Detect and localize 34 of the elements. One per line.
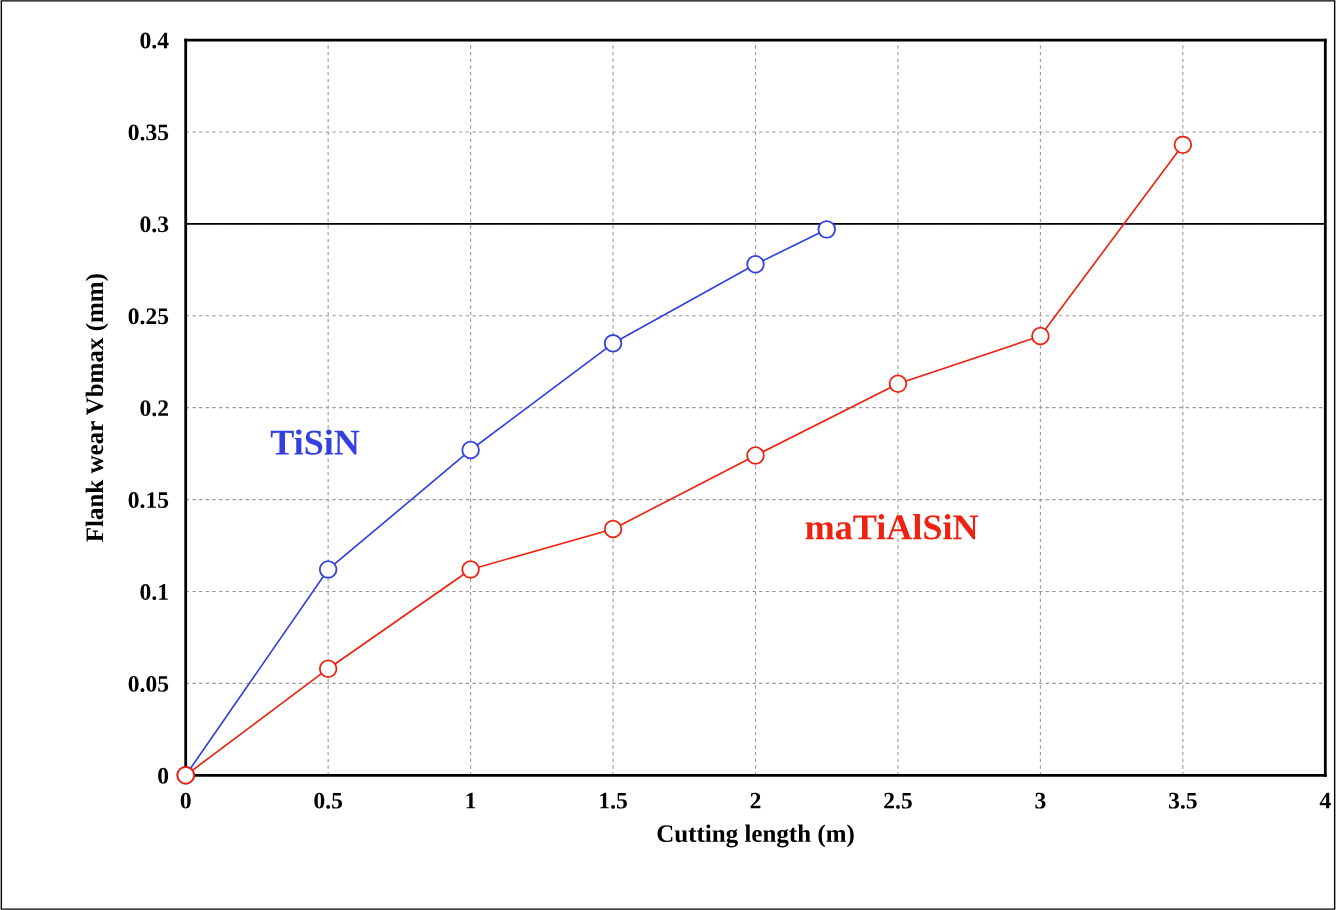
point — [1173, 135, 1193, 155]
x-tick-label: 0.5 — [314, 792, 343, 809]
point — [318, 560, 338, 579]
x-tick-label: 4 — [1319, 792, 1331, 809]
point — [461, 440, 480, 460]
y-tick-label: 0.35 — [128, 124, 169, 141]
y-tick-label: 0.2 — [140, 400, 169, 417]
series-label: TiSiN — [270, 429, 360, 455]
y-tick-label: 0.25 — [128, 308, 169, 325]
x-axis-title: Cutting length (m) — [657, 824, 854, 848]
y-tick-label: 0.4 — [140, 32, 169, 49]
x-tick-label: 0 — [180, 792, 191, 809]
point — [746, 446, 765, 465]
x-tick-label: 3.5 — [1168, 792, 1197, 809]
y-tick-label: 0 — [158, 767, 169, 784]
y-tick-label: 0.1 — [140, 583, 168, 601]
point — [318, 659, 338, 678]
y-tick-label: 0.05 — [128, 675, 169, 692]
point — [888, 374, 908, 394]
x-tick-label: 3 — [1035, 792, 1046, 809]
series-label: maTiAlSiN — [805, 514, 979, 540]
point — [603, 519, 623, 539]
y-tick-label: 0.15 — [128, 492, 169, 509]
x-tick-label: 1.5 — [600, 792, 627, 809]
point — [746, 255, 765, 274]
x-tick-label: 2.5 — [884, 792, 912, 809]
y-tick-label: 0.3 — [140, 216, 169, 233]
point — [1031, 326, 1050, 346]
point — [603, 334, 623, 353]
point — [461, 560, 480, 579]
point — [817, 220, 836, 239]
x-tick-label: 1 — [466, 792, 476, 809]
x-tick-label: 2 — [750, 792, 761, 809]
y-axis-title: Flank wear Vbmax (mm) — [85, 274, 109, 542]
